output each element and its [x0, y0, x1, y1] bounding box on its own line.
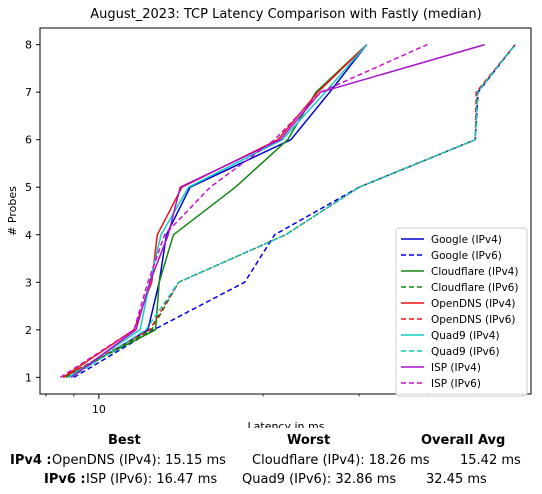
summary-worst-ipv6: Quad9 (IPv6): 32.86 ms	[242, 472, 397, 487]
x-axis-label: Latency in ms	[248, 420, 325, 428]
summary-header-best: Best	[108, 433, 141, 448]
series-line-8	[70, 43, 485, 379]
legend-label-6: Quad9 (IPv4)	[431, 330, 500, 342]
y-tick-label: 7	[25, 86, 32, 99]
summary-avg-ipv4: 15.42 ms	[460, 453, 521, 468]
y-tick-label: 8	[25, 39, 32, 52]
y-tick-label: 1	[25, 371, 32, 384]
y-tick-label: 3	[25, 276, 32, 289]
summary-header-worst: Worst	[287, 433, 331, 448]
legend-label-1: Google (IPv6)	[431, 250, 502, 262]
axis-ticks: 1 2 3 4 5 6 7 8 10	[25, 39, 524, 416]
summary-row-label-ipv6: IPv6 :	[44, 472, 86, 487]
legend-label-5: OpenDNS (IPv6)	[431, 314, 516, 326]
summary-row-label-ipv4: IPv4 :	[10, 453, 52, 468]
summary-table: Best Worst Overall Avg IPv4 : OpenDNS (I…	[0, 428, 542, 494]
plot-frame	[39, 27, 532, 395]
series-line-9	[59, 43, 428, 379]
legend-label-9: ISP (IPv6)	[431, 378, 481, 390]
chart-title: August_2023: TCP Latency Comparison with…	[90, 7, 481, 22]
x-tick-label: 10	[92, 403, 106, 416]
summary-header-avg: Overall Avg	[421, 433, 506, 448]
y-tick-label: 6	[25, 134, 32, 147]
series-lines	[59, 43, 516, 379]
y-axis-label: # Probes	[6, 186, 19, 236]
summary-best-ipv4: OpenDNS (IPv4): 15.15 ms	[52, 453, 226, 468]
legend-label-3: Cloudflare (IPv6)	[431, 282, 518, 294]
latency-chart: August_2023: TCP Latency Comparison with…	[6, 7, 532, 428]
legend-label-7: Quad9 (IPv6)	[431, 346, 500, 358]
y-tick-label: 2	[25, 324, 32, 337]
series-line-7	[70, 44, 516, 379]
summary-best-ipv6: ISP (IPv6): 16.47 ms	[86, 472, 218, 487]
summary-avg-ipv6: 32.45 ms	[426, 472, 487, 487]
summary-worst-ipv4: Cloudflare (IPv4): 18.26 ms	[252, 453, 430, 468]
legend: Google (IPv4) Google (IPv6) Cloudflare (IP…	[395, 227, 528, 397]
legend-box	[395, 227, 528, 397]
series-line-0	[68, 44, 368, 379]
legend-label-0: Google (IPv4)	[431, 234, 502, 246]
legend-label-4: OpenDNS (IPv4)	[431, 298, 516, 310]
y-tick-label: 5	[25, 181, 32, 194]
legend-label-8: ISP (IPv4)	[431, 362, 481, 374]
legend-label-2: Cloudflare (IPv4)	[431, 266, 518, 278]
y-tick-label: 4	[25, 229, 32, 242]
